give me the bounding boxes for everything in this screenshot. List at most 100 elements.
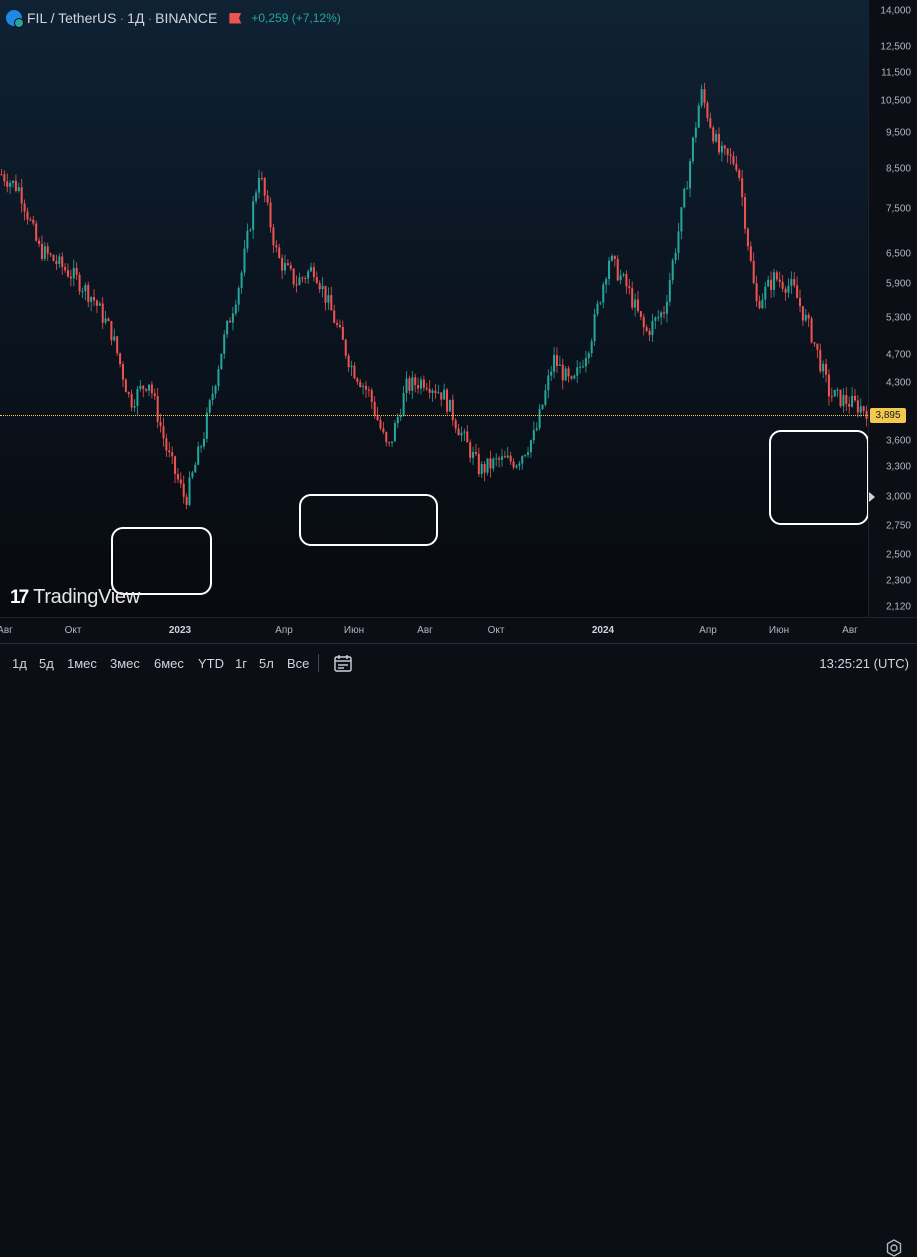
candle-down <box>819 349 822 372</box>
candle-down <box>755 283 758 302</box>
price-tick-label: 2,750 <box>885 520 911 532</box>
candle-up <box>518 463 521 466</box>
candle-down <box>176 473 179 480</box>
candle-up <box>605 279 608 285</box>
timeframe-button[interactable]: YTD <box>198 656 224 671</box>
candle-down <box>801 306 804 321</box>
candle-up <box>804 314 807 321</box>
candle-up <box>593 313 596 342</box>
candle-down <box>446 389 449 412</box>
candle-down <box>616 258 619 281</box>
candle-down <box>796 285 799 299</box>
candle-down <box>347 355 350 368</box>
highlight-box-2 <box>299 494 438 546</box>
clock[interactable]: 13:25:21 (UTC) <box>819 656 909 671</box>
timeframe-button[interactable]: Все <box>287 656 310 671</box>
candle-down <box>775 272 778 280</box>
candle-up <box>584 358 587 367</box>
candle-down <box>636 299 639 312</box>
candle-down <box>509 455 512 462</box>
candle-down <box>466 431 469 443</box>
candle-down <box>281 257 284 271</box>
price-change: +0,259 (+7,12%) <box>251 11 341 25</box>
candle-down <box>830 396 833 398</box>
timeframe-button[interactable]: 6мес <box>154 656 184 671</box>
symbol-name[interactable]: FIL / TetherUS <box>27 10 117 26</box>
candle-down <box>567 368 570 377</box>
flag-icon[interactable] <box>229 12 242 24</box>
candle-down <box>150 384 153 394</box>
chart-area[interactable]: FIL / TetherUS · 1Д · BINANCE +0,259 (+7… <box>0 0 868 617</box>
timeframe-button[interactable]: 1д <box>12 656 27 671</box>
candle-down <box>648 330 651 336</box>
candle-down <box>324 285 327 303</box>
candle-down <box>364 385 368 390</box>
candle-up <box>98 303 101 306</box>
candle-down <box>746 228 749 247</box>
settings-icon[interactable] <box>885 1239 903 1257</box>
candle-down <box>793 279 796 286</box>
toolbar-divider <box>318 654 319 672</box>
candle-down <box>174 456 177 474</box>
candle-up <box>550 371 553 376</box>
candle-down <box>845 395 848 404</box>
timeframe-button[interactable]: 5д <box>39 656 54 671</box>
candlestick-chart[interactable] <box>0 0 868 617</box>
price-tick-label: 2,120 <box>885 601 911 613</box>
price-tick-label: 6,500 <box>885 248 911 260</box>
candle-up <box>610 255 613 261</box>
candle-down <box>107 318 110 322</box>
candle-down <box>706 102 709 119</box>
price-axis[interactable]: 3,895 14,000 12,500 11,500 10,500 9,500 8,500… <box>868 0 917 617</box>
timeframe-button[interactable]: 1мес <box>67 656 97 671</box>
tradingview-logo-text: TradingView <box>33 586 140 608</box>
candle-up <box>544 390 547 405</box>
candle-up <box>307 271 310 279</box>
candle-down <box>26 211 29 220</box>
candle-down <box>29 219 32 221</box>
time-axis[interactable]: Авг Окт 2023 Апр Июн Авг Окт 2024 Апр Июн Авг <box>0 617 917 1257</box>
candle-down <box>87 284 90 302</box>
candle-up <box>836 389 839 391</box>
candle-down <box>758 301 761 309</box>
exchange-label[interactable]: BINANCE <box>155 10 218 26</box>
timeframe-button[interactable]: 1г <box>235 656 247 671</box>
candle-down <box>457 428 460 436</box>
interval-label[interactable]: 1Д <box>127 10 145 26</box>
candle-down <box>289 265 292 269</box>
candle-up <box>654 317 657 321</box>
candle-up <box>205 412 208 439</box>
candle-down <box>613 255 616 259</box>
candle-up <box>602 284 605 303</box>
tradingview-logo-icon: 17 <box>10 586 29 608</box>
candle-up <box>651 320 654 336</box>
timeframe-button[interactable]: 5л <box>259 656 274 671</box>
date-range-icon[interactable] <box>333 653 353 673</box>
candle-down <box>865 410 868 419</box>
candle-down <box>359 381 362 388</box>
candle-up <box>411 377 414 391</box>
candle-up <box>136 388 139 406</box>
candle-down <box>856 400 859 413</box>
candle-down <box>810 318 813 343</box>
candle-up <box>191 472 194 478</box>
candle-up <box>833 390 836 397</box>
candle-down <box>741 178 744 198</box>
candle-up <box>252 201 255 230</box>
symbol-legend[interactable]: FIL / TetherUS · 1Д · BINANCE +0,259 (+7… <box>6 10 341 28</box>
tradingview-logo[interactable]: 17 TradingView <box>10 586 140 609</box>
candle-up <box>217 369 220 387</box>
candle-down <box>367 389 370 391</box>
candle-up <box>767 279 770 287</box>
candle-up <box>249 229 252 231</box>
candle-up <box>694 127 697 138</box>
candle-up <box>246 230 249 249</box>
candle-down <box>382 428 385 433</box>
candle-down <box>295 284 298 286</box>
candle-down <box>729 154 732 157</box>
time-tick-label: Авг <box>417 625 433 636</box>
timeframe-button[interactable]: 3мес <box>110 656 140 671</box>
candle-up <box>541 404 544 409</box>
candle-down <box>744 197 747 229</box>
candle-down <box>124 379 127 393</box>
